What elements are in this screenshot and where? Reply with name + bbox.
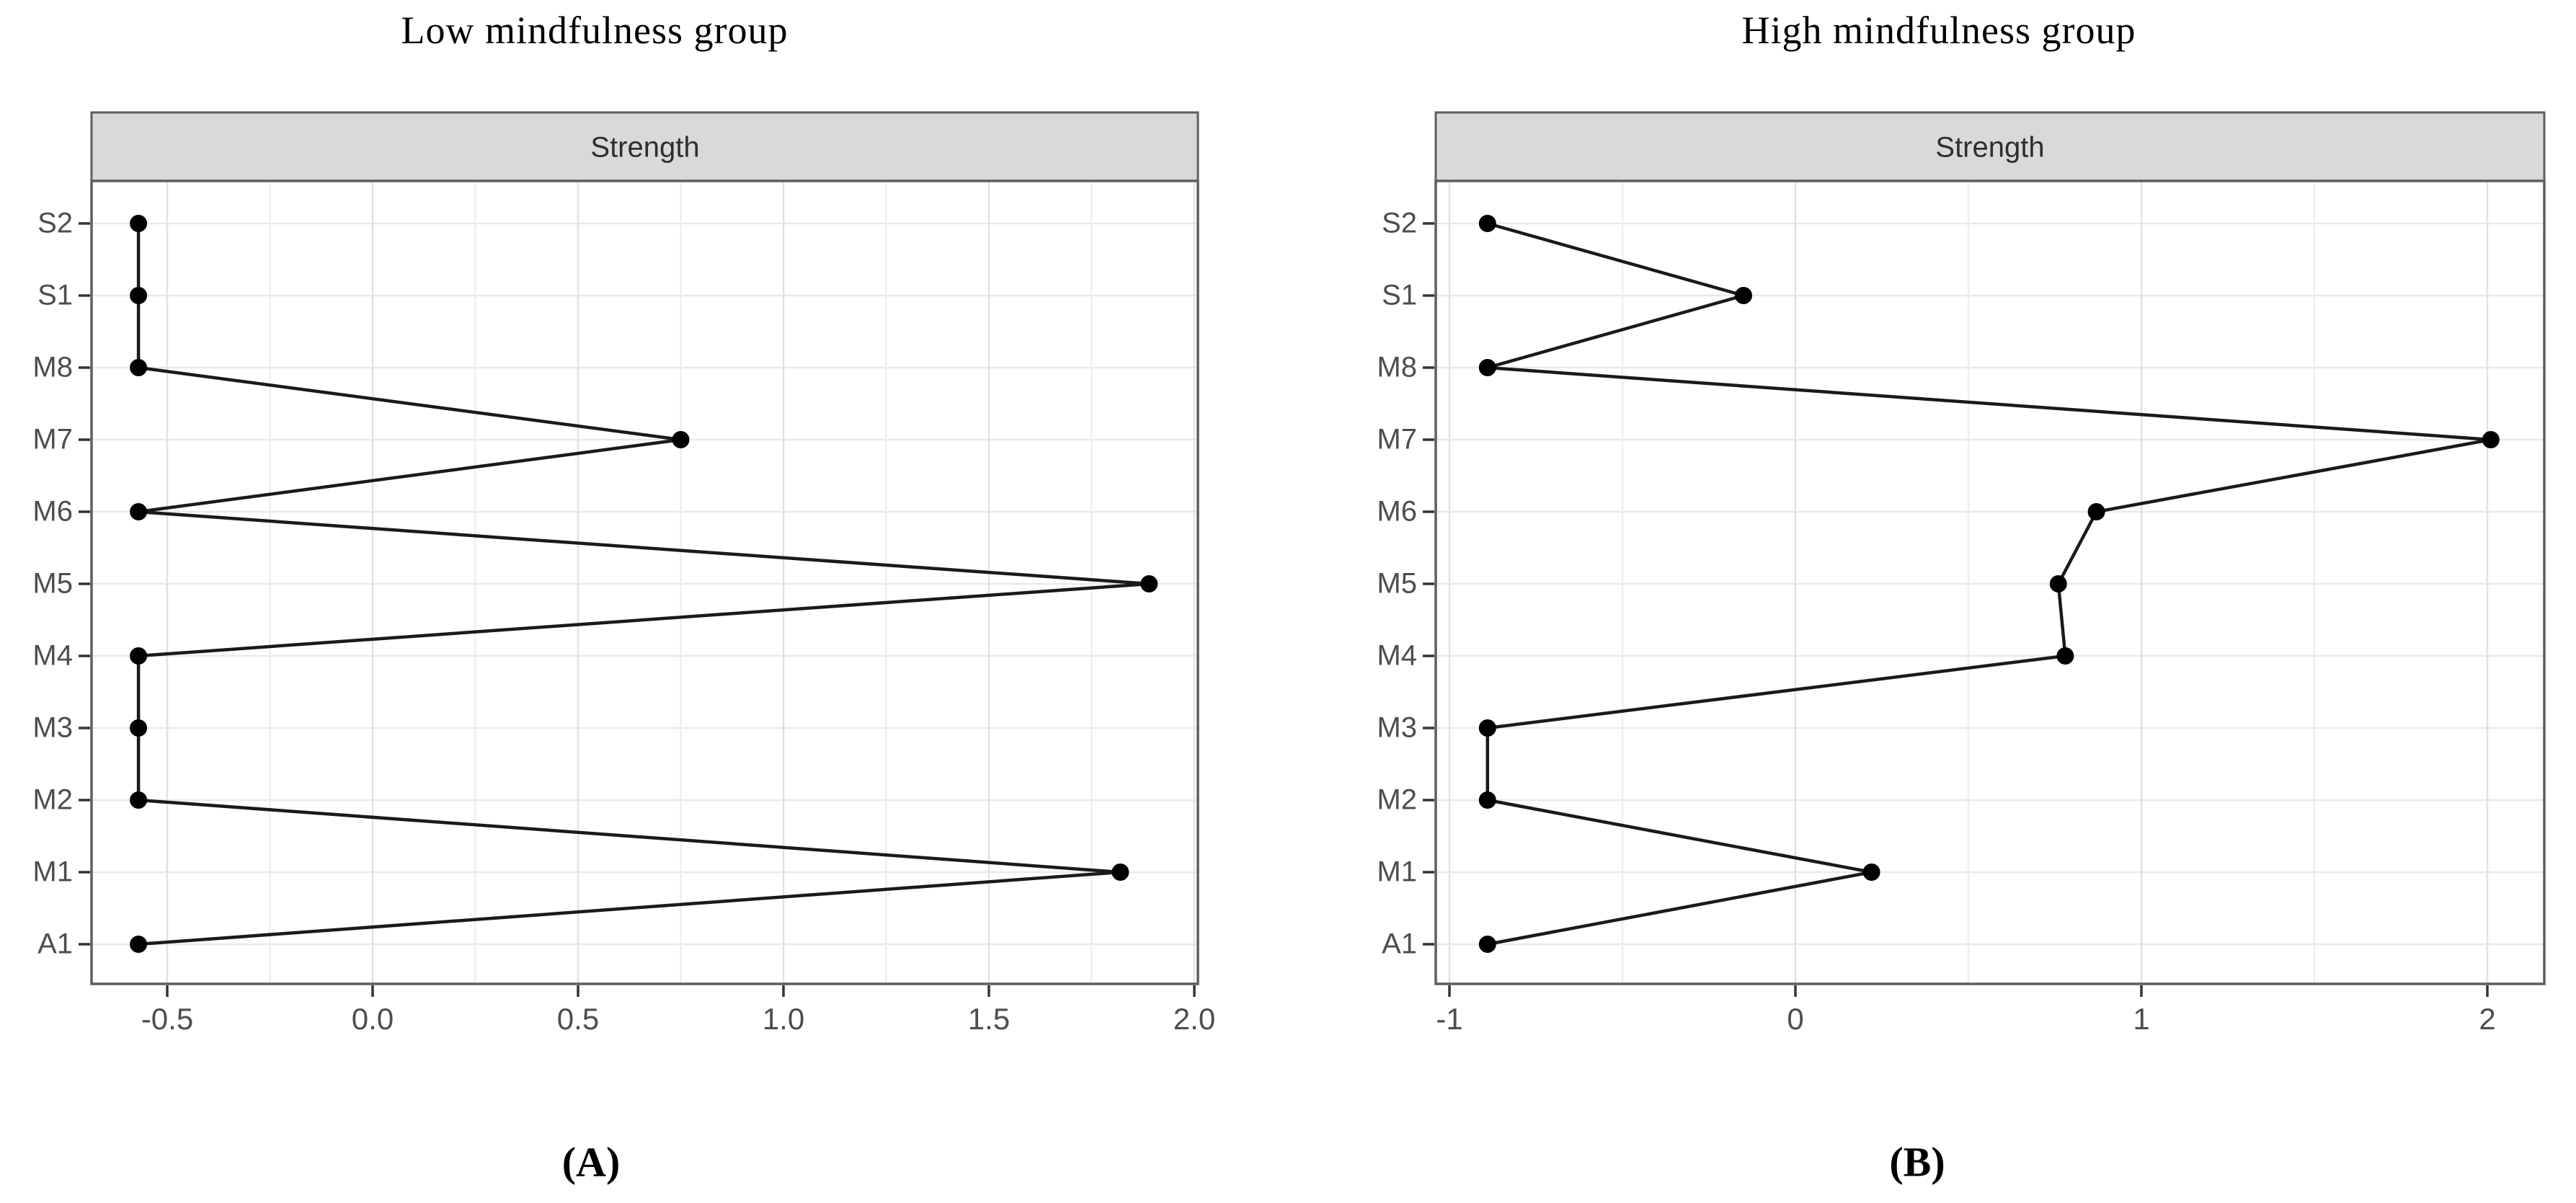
x-axis-label--0.5: -0.5 (141, 1002, 194, 1036)
panel-a-caption: (A) (561, 1138, 621, 1186)
y-axis-label-s1: S1 (37, 279, 73, 311)
y-axis-label-m2: M2 (1377, 783, 1417, 816)
data-point-m5 (1140, 575, 1158, 592)
y-axis-label-m5: M5 (32, 567, 73, 600)
y-axis-label-m7: M7 (32, 423, 73, 456)
x-axis-label-0: 0 (1787, 1002, 1804, 1036)
data-point-m4 (130, 647, 148, 665)
data-point-m8 (130, 359, 148, 376)
y-axis-label-a1: A1 (37, 928, 73, 960)
y-axis-label-s2: S2 (37, 207, 73, 239)
y-axis-label-m7: M7 (1377, 423, 1417, 456)
x-axis-label-0.0: 0.0 (351, 1002, 394, 1036)
data-point-m1 (1111, 864, 1129, 881)
data-point-m5 (2049, 575, 2067, 592)
y-axis-label-m2: M2 (32, 783, 73, 816)
data-point-s2 (1478, 215, 1496, 232)
y-axis-label-m1: M1 (32, 856, 73, 888)
facet-strip (90, 111, 1199, 182)
data-point-m2 (130, 791, 148, 809)
y-axis-label-m8: M8 (1377, 351, 1417, 383)
y-axis-label-m8: M8 (32, 351, 73, 383)
y-axis-label-m4: M4 (1377, 639, 1417, 672)
facet-strip (1434, 111, 2546, 182)
data-point-m4 (2056, 647, 2074, 665)
y-axis-label-s2: S2 (1382, 207, 1417, 239)
x-axis-label-0.5: 0.5 (556, 1002, 600, 1036)
panel-b-title: High mindfulness group (1741, 9, 2136, 52)
data-point-m7 (2482, 431, 2500, 448)
panel-a-title: Low mindfulness group (401, 9, 789, 52)
y-axis-label-a1: A1 (1382, 928, 1417, 960)
data-point-a1 (130, 936, 148, 953)
x-axis-label-2: 2 (2479, 1002, 2496, 1036)
data-point-m3 (130, 719, 148, 737)
y-axis-label-s1: S1 (1382, 279, 1417, 311)
data-point-s2 (130, 215, 148, 232)
panel-border (1434, 179, 2546, 985)
data-point-m6 (2087, 503, 2105, 520)
y-axis-label-m3: M3 (32, 711, 73, 744)
data-point-m8 (1478, 359, 1496, 376)
panel-b-caption: (B) (1889, 1138, 1945, 1186)
data-point-s1 (1735, 287, 1752, 304)
y-axis-label-m1: M1 (1377, 856, 1417, 888)
x-axis-label-1.5: 1.5 (967, 1002, 1011, 1036)
data-point-m6 (130, 503, 148, 520)
panel-background (92, 181, 1198, 984)
y-axis-label-m3: M3 (1377, 711, 1417, 744)
x-axis-label-1.0: 1.0 (762, 1002, 805, 1036)
panel-border (90, 179, 1199, 985)
panel-background (1436, 181, 2544, 984)
x-axis-label--1: -1 (1436, 1002, 1463, 1036)
y-axis-label-m6: M6 (32, 495, 73, 528)
data-point-a1 (1478, 936, 1496, 953)
facet-strip-label-a: Strength (590, 131, 700, 164)
data-point-m3 (1478, 719, 1496, 737)
data-point-s1 (130, 287, 148, 304)
y-axis-label-m6: M6 (1377, 495, 1417, 528)
y-axis-label-m4: M4 (32, 639, 73, 672)
x-axis-label-1: 1 (2133, 1002, 2150, 1036)
x-axis-label-2.0: 2.0 (1173, 1002, 1216, 1036)
data-point-m7 (672, 431, 690, 448)
facet-strip-label-b: Strength (1935, 131, 2045, 164)
data-point-m1 (1862, 864, 1880, 881)
y-axis-label-m5: M5 (1377, 567, 1417, 600)
data-point-m2 (1478, 791, 1496, 809)
